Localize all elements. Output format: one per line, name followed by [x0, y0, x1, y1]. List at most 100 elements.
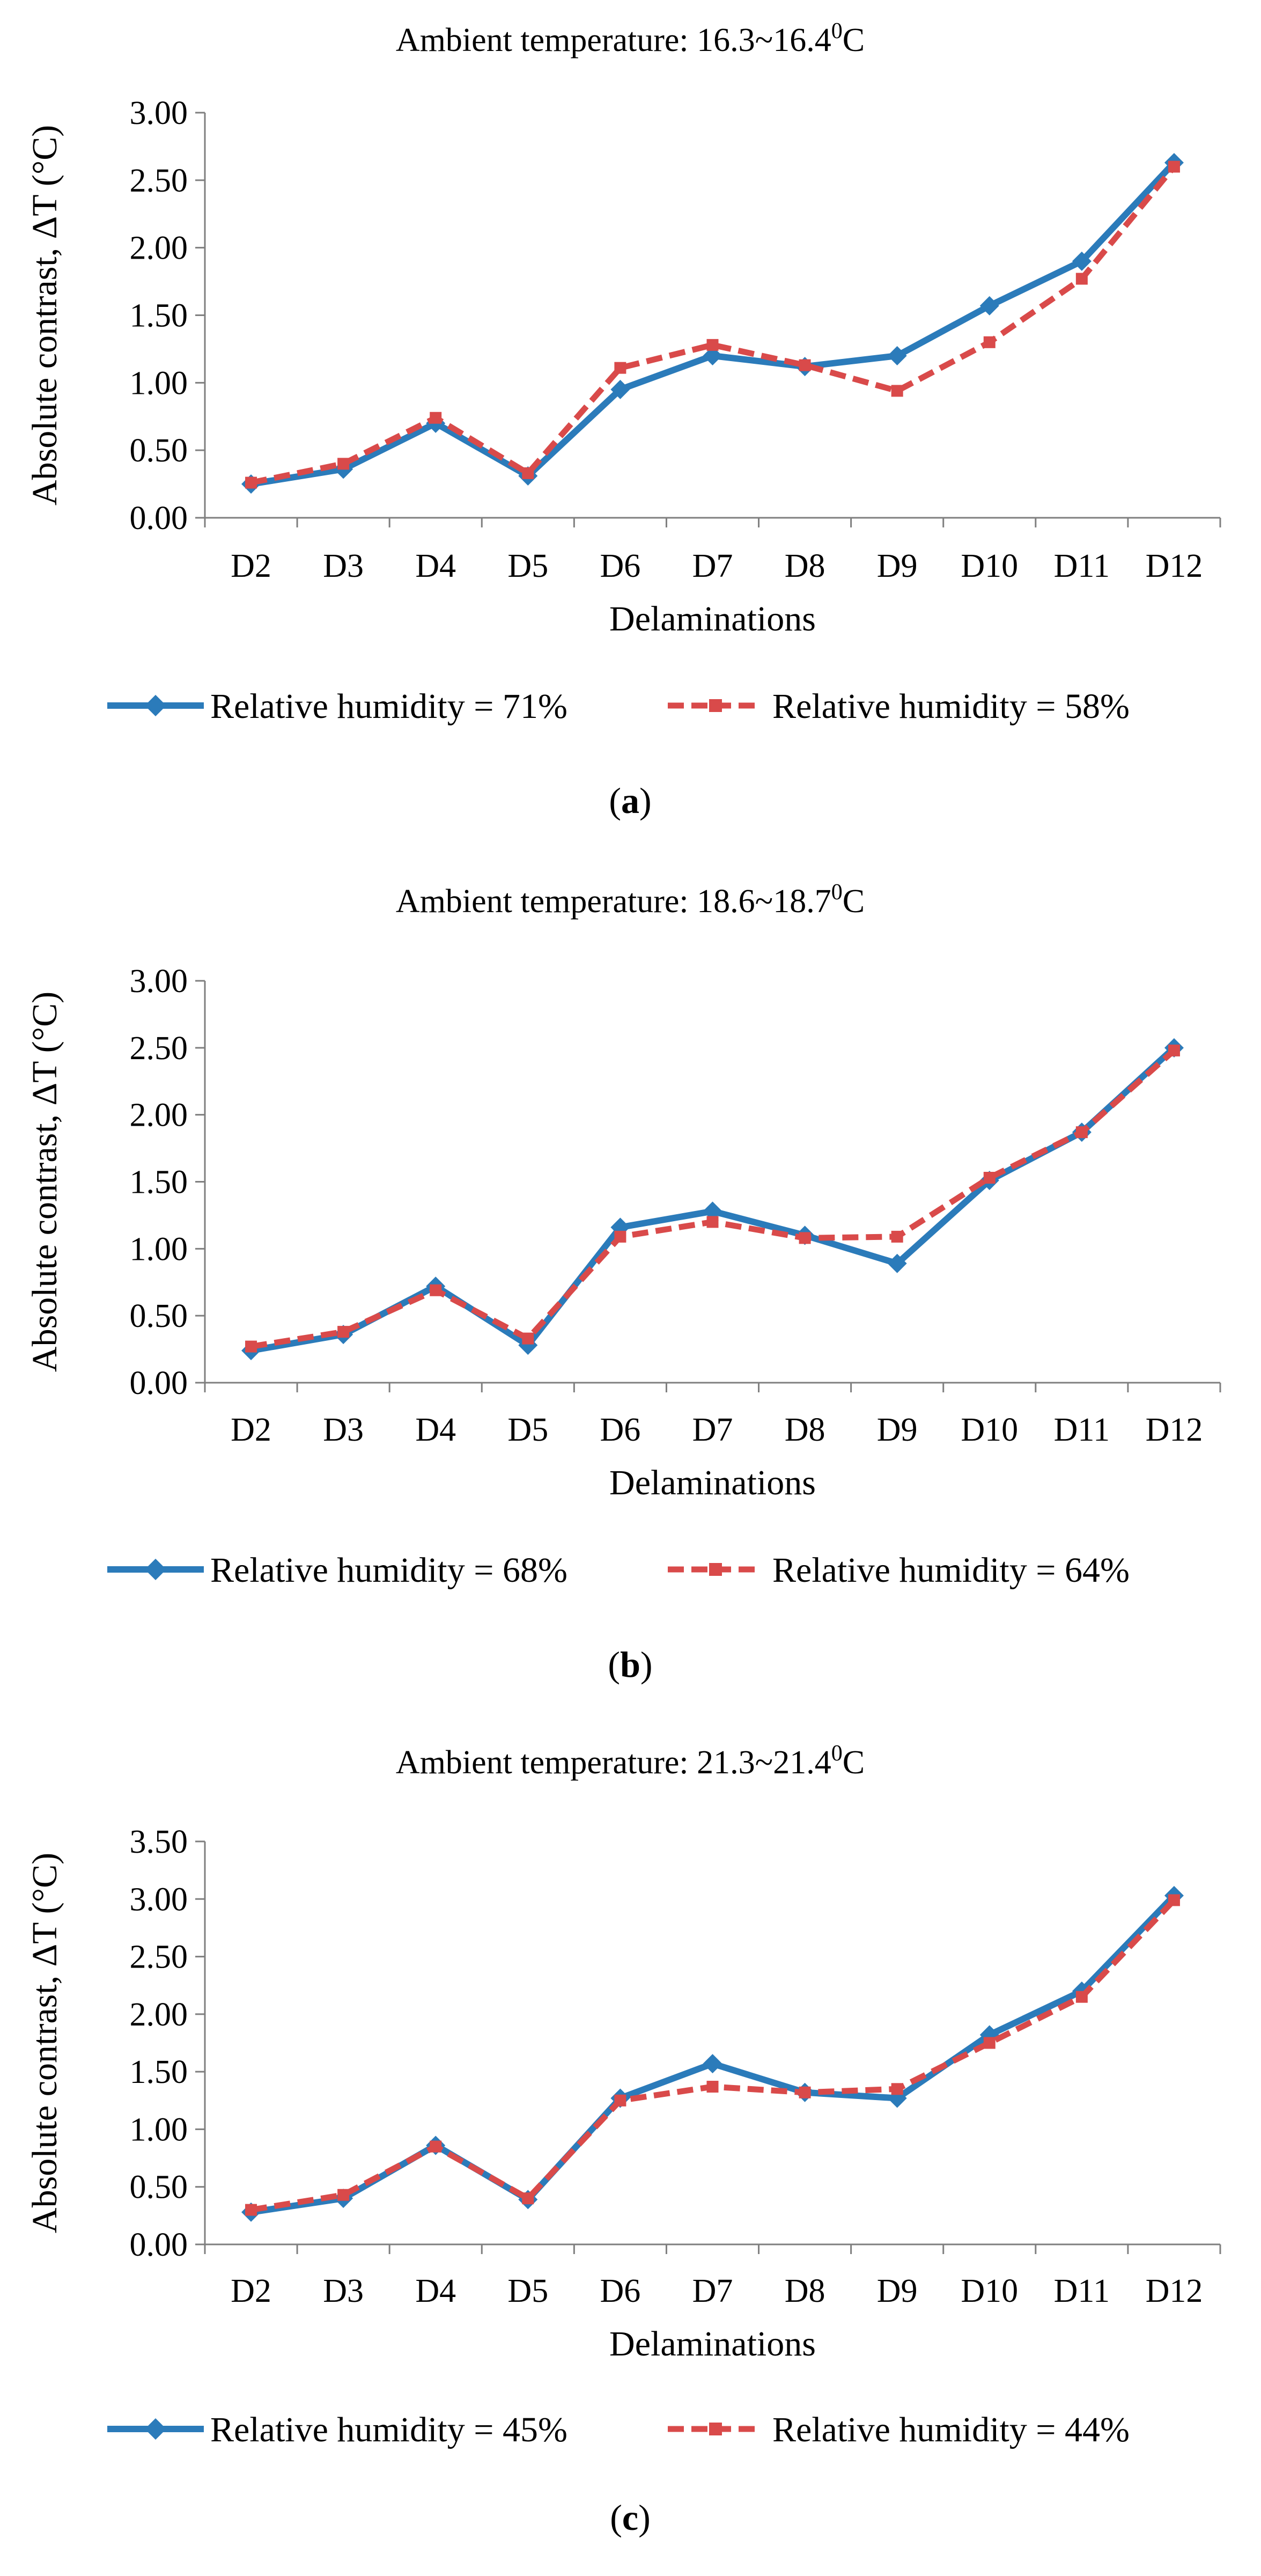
data-point-square [1168, 1044, 1180, 1056]
data-point-square [430, 2140, 442, 2153]
data-point-diamond [1072, 251, 1092, 271]
x-tick-label: D2 [231, 548, 271, 584]
chart-title: Ambient temperature: 18.6~18.70C [396, 880, 865, 920]
y-tick-label: 1.50 [130, 298, 188, 334]
y-tick-label: 3.50 [130, 1824, 188, 1860]
caption-close-paren: ) [640, 1644, 653, 1685]
legend-label-dashed: Relative humidity = 58% [772, 687, 1130, 726]
x-tick-label: D6 [600, 1412, 641, 1448]
legend-label-dashed: Relative humidity = 64% [772, 1551, 1130, 1590]
y-tick-label: 2.00 [130, 1097, 188, 1134]
x-tick-label: D4 [415, 2273, 456, 2309]
panel-caption: (c) [610, 2497, 651, 2538]
y-tick-label: 1.00 [130, 1231, 188, 1267]
x-tick-label: D9 [877, 2273, 918, 2309]
series-line-dashed [250, 1048, 1176, 1350]
y-tick-label: 3.00 [130, 963, 188, 1000]
chart-title-unit: C [843, 883, 865, 920]
caption-open-paren: ( [609, 780, 621, 821]
data-point-square [1075, 1991, 1088, 2003]
x-tick-label: D5 [507, 1412, 548, 1448]
legend-label-solid: Relative humidity = 71% [210, 687, 567, 726]
x-tick-label: D11 [1054, 1412, 1110, 1448]
x-axis-label: Delaminations [609, 1463, 816, 1502]
data-point-square [337, 2189, 350, 2201]
series-line-solid [250, 1893, 1177, 2215]
caption-letter: a [621, 780, 639, 821]
x-tick-label: D10 [961, 1412, 1018, 1448]
data-point-diamond [979, 296, 999, 315]
data-point-square [522, 2192, 534, 2205]
data-point-square [1168, 1894, 1180, 1906]
data-point-square [614, 1230, 626, 1243]
y-axis-label: Absolute contrast, ΔT (°C) [25, 992, 64, 1372]
x-tick-label: D9 [877, 548, 918, 584]
panel-caption: (a) [609, 780, 651, 821]
data-point-square [983, 2037, 995, 2049]
data-point-square [983, 336, 995, 348]
x-tick-label: D12 [1146, 1412, 1203, 1448]
x-tick-label: D6 [600, 2273, 641, 2309]
x-tick-label: D8 [785, 2273, 825, 2309]
chart-panel-c: Ambient temperature: 21.3~21.40C 0.00 0.50… [25, 1741, 1221, 2538]
x-tick-label: D3 [323, 2273, 364, 2309]
y-tick-label: 0.00 [130, 1365, 188, 1401]
x-tick-label: D3 [323, 548, 364, 584]
data-point-square [706, 1216, 719, 1228]
x-tick-label: D12 [1146, 548, 1203, 584]
x-tick-label: D12 [1146, 2273, 1203, 2309]
data-point-square [245, 2204, 257, 2216]
data-point-square [245, 476, 257, 489]
data-point-square [614, 362, 626, 374]
x-tick-label: D4 [415, 548, 456, 584]
x-tick-label: D9 [877, 1412, 918, 1448]
chart-title-superscript: 0 [831, 880, 843, 905]
data-point-diamond [887, 346, 907, 365]
y-tick-label: 0.00 [130, 2227, 188, 2263]
chart-title-superscript: 0 [831, 19, 843, 43]
legend-marker-diamond [145, 695, 166, 716]
legend-marker-diamond [145, 2418, 166, 2440]
x-axis-label: Delaminations [609, 599, 816, 639]
data-point-square [891, 2083, 903, 2095]
x-tick-label: D10 [961, 2273, 1018, 2309]
y-tick-label: 0.50 [130, 1298, 188, 1334]
data-point-square [1075, 273, 1088, 285]
y-tick-label: 3.00 [130, 95, 188, 131]
data-point-square [430, 1284, 442, 1296]
legend-label-solid: Relative humidity = 45% [210, 2410, 567, 2449]
panel-caption: (b) [608, 1644, 652, 1685]
x-axis-label: Delaminations [609, 2324, 816, 2364]
legend-marker-diamond [145, 1559, 166, 1580]
x-tick-label: D8 [785, 1412, 825, 1448]
legend-label-dashed: Relative humidity = 44% [772, 2410, 1130, 2449]
data-point-square [891, 1230, 903, 1243]
data-point-square [1075, 1126, 1088, 1139]
data-point-square [706, 339, 719, 351]
legend-marker-square [709, 1563, 722, 1576]
x-tick-label: D4 [415, 1412, 456, 1448]
caption-open-paren: ( [608, 1644, 620, 1685]
y-tick-label: 0.50 [130, 2169, 188, 2206]
series-line-dashed [250, 165, 1177, 486]
chart-title: Ambient temperature: 16.3~16.40C [396, 19, 865, 58]
x-tick-label: D2 [231, 1412, 271, 1448]
chart-title: Ambient temperature: 21.3~21.40C [396, 1741, 865, 1781]
chart-title-text: Ambient temperature: 21.3~21.4 [396, 1744, 831, 1781]
caption-open-paren: ( [610, 2497, 622, 2538]
y-axis-label: Absolute contrast, ΔT (°C) [25, 1853, 64, 2233]
chart-title-unit: C [843, 1744, 865, 1781]
data-point-square [706, 2081, 719, 2093]
data-point-diamond [887, 1253, 907, 1273]
x-tick-label: D7 [692, 1412, 733, 1448]
x-tick-label: D11 [1054, 548, 1110, 584]
data-point-square [891, 385, 903, 397]
y-tick-label: 2.50 [130, 1939, 188, 1976]
y-tick-label: 0.00 [130, 500, 188, 537]
y-tick-label: 2.00 [130, 230, 188, 267]
data-point-square [799, 359, 811, 371]
y-tick-label: 1.50 [130, 1164, 188, 1201]
chart-title-superscript: 0 [831, 1741, 843, 1766]
x-tick-label: D11 [1054, 2273, 1110, 2309]
chart-panel-a: Ambient temperature: 16.3~16.40C 0.00 0.50… [25, 19, 1221, 821]
